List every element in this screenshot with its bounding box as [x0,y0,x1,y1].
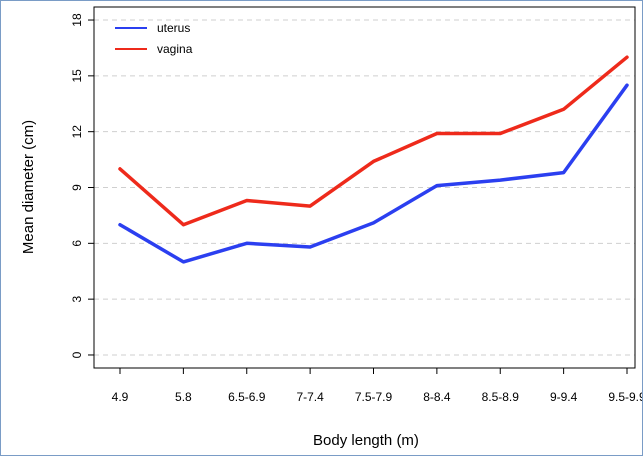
x-tick-label: 4.9 [112,390,129,404]
x-axis: 4.9 5.8 6.5-6.9 7-7.4 7.5-7.9 8-8.4 8.5-8.9 9-9… [112,368,642,404]
y-axis-title: Mean diameter (cm) [20,120,37,254]
y-tick-label: 15 [70,69,84,83]
legend-label-uterus: uterus [157,21,190,35]
x-tick-label: 6.5-6.9 [228,390,266,404]
y-tick-label: 0 [70,351,84,358]
x-tick-label: 5.8 [175,390,192,404]
x-axis-title: Body length (m) [313,432,419,449]
y-tick-label: 6 [70,240,84,247]
series-line-vagina [118,55,629,227]
series-line-uterus [118,83,629,264]
x-tick-label: 9.5-9.9 [608,390,642,404]
series-lines [118,55,629,264]
x-tick-label: 8-8.4 [423,390,451,404]
legend: uterus vagina [115,21,193,56]
x-tick-label: 8.5-8.9 [482,390,520,404]
x-tick-label: 7-7.4 [296,390,324,404]
y-tick-label: 18 [70,13,84,27]
x-tick-label: 9-9.4 [550,390,578,404]
grid-lines [94,19,635,356]
y-tick-label: 12 [70,125,84,139]
y-axis: 0 3 6 9 12 15 18 [70,13,94,358]
legend-label-vagina: vagina [157,42,193,56]
y-tick-label: 9 [70,184,84,191]
x-tick-label: 7.5-7.9 [355,390,393,404]
y-tick-label: 3 [70,295,84,302]
